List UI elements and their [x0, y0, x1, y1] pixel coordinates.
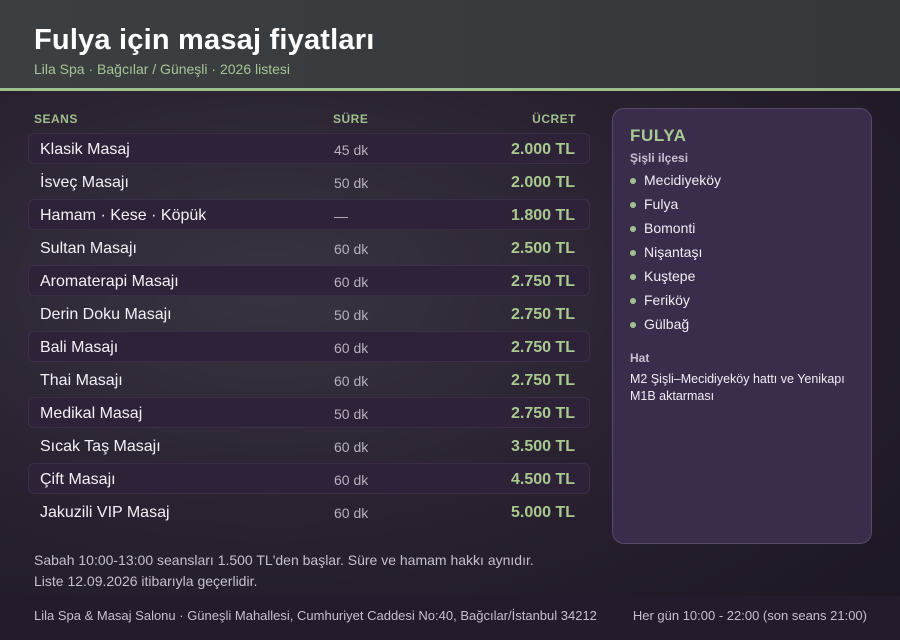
service-price: 3.500 TL: [510, 438, 575, 455]
footer-hours: Her gün 10:00 - 22:00 (son seans 21:00): [632, 608, 867, 623]
transit-line-text: M2 Şişli–Mecidiyeköy hattı ve Yenikapı M…: [630, 372, 845, 403]
price-row: Sıcak Taş Masajı 60 dk 3.500 TL: [28, 430, 590, 461]
neighborhood-label: Mecidiyeköy: [644, 172, 722, 188]
neighborhood-label: Gülbağ: [644, 316, 690, 332]
neighborhood-label: Nişantaşı: [644, 244, 703, 260]
price-row: Sultan Masajı 60 dk 2.500 TL: [28, 232, 590, 263]
column-header-service: SEANS: [34, 112, 78, 126]
page-title: Fulya için masaj fiyatları: [34, 24, 375, 56]
service-name: Klasik Masaj: [40, 141, 130, 158]
price-row: Medikal Masaj 50 dk 2.750 TL: [28, 397, 590, 428]
bullet-icon: [630, 250, 636, 256]
neighborhood-item: Bomonti: [630, 219, 695, 243]
bullet-icon: [630, 226, 636, 232]
neighborhood-item: Nişantaşı: [630, 243, 702, 267]
neighborhood-label: Feriköy: [644, 292, 690, 308]
service-duration: 60 dk: [334, 505, 369, 521]
service-name: İsveç Masajı: [40, 174, 129, 191]
service-duration: 60 dk: [334, 439, 369, 455]
page-header: Fulya için masaj fiyatları Lila Spa · Ba…: [0, 0, 900, 91]
price-row: Klasik Masaj 45 dk 2.000 TL: [28, 133, 590, 164]
service-duration: 50 dk: [334, 406, 369, 422]
page-subtitle: Lila Spa · Bağcılar / Güneşli · 2026 lis…: [34, 61, 291, 77]
neighborhood-item: Fulya: [630, 195, 678, 219]
service-name: Sıcak Taş Masajı: [40, 438, 161, 455]
neighborhood-item: Feriköy: [630, 291, 690, 315]
service-name: Medikal Masaj: [40, 405, 143, 422]
service-name: Derin Doku Masajı: [40, 306, 172, 323]
service-name: Jakuzili VIP Masaj: [40, 504, 170, 521]
neighborhood-item: Mecidiyeköy: [630, 171, 721, 195]
bullet-icon: [630, 298, 636, 304]
neighborhood-label: Kuştepe: [644, 268, 696, 284]
service-name: Bali Masajı: [40, 339, 119, 356]
neighborhood-label: Bomonti: [644, 220, 696, 236]
service-price: 5.000 TL: [510, 504, 575, 521]
price-table: Klasik Masaj 45 dk 2.000 TL İsveç Masajı 50 …: [28, 133, 590, 529]
bullet-icon: [630, 178, 636, 184]
service-price: 2.750 TL: [510, 405, 575, 422]
neighborhood-item: Kuştepe: [630, 267, 695, 291]
price-row: Aromaterapi Masajı 60 dk 2.750 TL: [28, 265, 590, 296]
service-duration: 50 dk: [334, 307, 369, 323]
price-row: Derin Doku Masajı 50 dk 2.750 TL: [28, 298, 590, 329]
service-price: 4.500 TL: [510, 471, 575, 488]
price-row: Jakuzili VIP Masaj 60 dk 5.000 TL: [28, 496, 590, 527]
validity-note: Liste 12.09.2026 itibarıyla geçerlidir.: [34, 573, 258, 589]
service-duration: 60 dk: [334, 274, 369, 290]
morning-price-note: Sabah 10:00-13:00 seansları 1.500 TL'den…: [34, 552, 534, 568]
transit-line-label: Hat: [630, 351, 650, 365]
bullet-icon: [630, 202, 636, 208]
service-duration: 50 dk: [334, 175, 369, 191]
neighborhood-item: Gülbağ: [630, 315, 689, 339]
service-name: Thai Masajı: [40, 372, 123, 389]
service-name: Sultan Masajı: [40, 240, 137, 257]
service-price: 2.750 TL: [510, 372, 575, 389]
service-price: 2.000 TL: [510, 141, 575, 158]
service-price: 2.000 TL: [510, 174, 575, 191]
price-row: Thai Masajı 60 dk 2.750 TL: [28, 364, 590, 395]
service-name: Çift Masajı: [40, 471, 116, 488]
price-row: Hamam · Kese · Köpük — 1.800 TL: [28, 199, 590, 230]
service-name: Aromaterapi Masajı: [40, 273, 179, 290]
service-price: 2.750 TL: [510, 339, 575, 356]
service-price: 2.500 TL: [510, 240, 575, 257]
neighborhood-label: Fulya: [644, 196, 679, 212]
service-duration: 60 dk: [334, 373, 369, 389]
service-name: Hamam · Kese · Köpük: [40, 207, 207, 224]
bullet-icon: [630, 274, 636, 280]
bullet-icon: [630, 322, 636, 328]
location-panel: FULYA Şişli ilçesi Mecidiyeköy Fulya Bomon…: [612, 108, 872, 544]
service-duration: 60 dk: [334, 472, 369, 488]
column-header-price: ÜCRET: [532, 112, 576, 126]
district-label: Şişli ilçesi: [630, 151, 689, 165]
neighborhood-list: Mecidiyeköy Fulya Bomonti Nişantaşı Kuştepe F…: [630, 171, 721, 339]
service-duration: 60 dk: [334, 340, 369, 356]
price-row: Çift Masajı 60 dk 4.500 TL: [28, 463, 590, 494]
footer-address: Lila Spa & Masaj Salonu · Güneşli Mahall…: [34, 608, 597, 623]
price-row: Bali Masajı 60 dk 2.750 TL: [28, 331, 590, 362]
service-duration: 45 dk: [334, 142, 369, 158]
service-duration: 60 dk: [334, 241, 369, 257]
price-row: İsveç Masajı 50 dk 2.000 TL: [28, 166, 590, 197]
page-footer: Lila Spa & Masaj Salonu · Güneşli Mahall…: [0, 596, 900, 640]
panel-title: FULYA: [630, 126, 687, 145]
column-header-duration: SÜRE: [333, 112, 369, 126]
service-price: 2.750 TL: [510, 273, 575, 290]
service-duration: —: [334, 208, 348, 224]
service-price: 2.750 TL: [510, 306, 575, 323]
service-price: 1.800 TL: [510, 207, 575, 224]
